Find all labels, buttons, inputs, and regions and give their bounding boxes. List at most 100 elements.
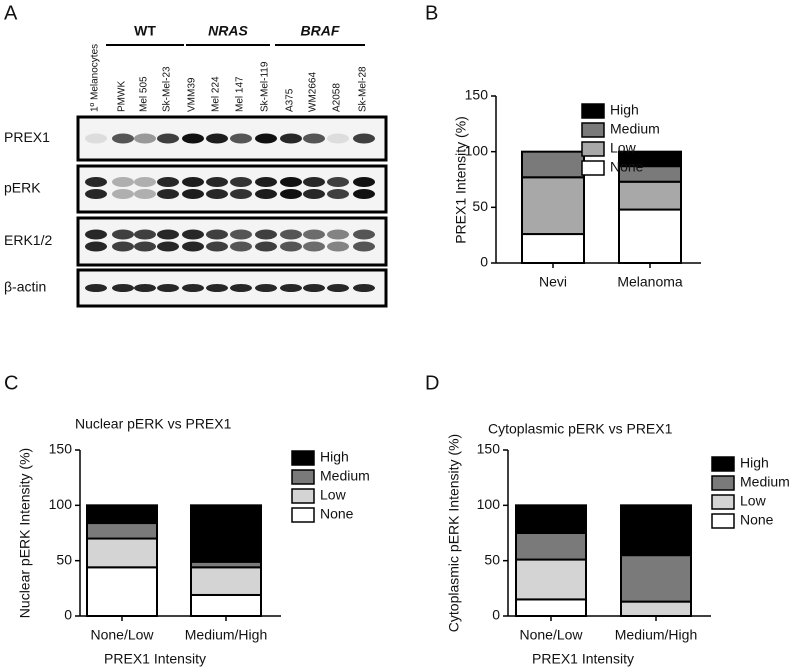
band (134, 133, 156, 144)
band (112, 284, 134, 292)
legend-swatch (581, 160, 605, 176)
legend-swatch (581, 141, 605, 157)
legend-label: Low (320, 487, 347, 503)
band (353, 189, 375, 199)
band (182, 133, 204, 144)
band (280, 229, 302, 240)
row-label: ERK1/2 (4, 232, 52, 248)
x-tick-label: None/Low (519, 627, 583, 643)
legend-swatch (291, 507, 315, 523)
band (206, 229, 228, 240)
group-label: NRAS (208, 23, 248, 39)
y-tick-label: 50 (484, 551, 500, 567)
band (206, 189, 228, 199)
bar-segment (86, 504, 158, 525)
band (112, 189, 134, 199)
band (303, 133, 325, 144)
legend-label: High (740, 455, 769, 471)
bar-segment (618, 150, 682, 168)
panel-label: C (4, 372, 18, 394)
band (327, 177, 349, 187)
bar-segment (86, 522, 158, 540)
bar-segment (620, 600, 692, 618)
band (353, 241, 375, 252)
lane-label: Sk-Mel-28 (358, 66, 369, 112)
legend-label: Medium (610, 121, 660, 137)
legend-label: High (320, 449, 349, 465)
band (280, 284, 302, 292)
lane-label: Mel 505 (139, 76, 150, 112)
bar-segment (86, 566, 158, 617)
band (280, 189, 302, 199)
x-tick-label: Medium/High (185, 627, 267, 643)
band (85, 177, 107, 187)
lane-label: PMWK (117, 81, 128, 112)
band (134, 284, 156, 292)
panel-label: B (425, 2, 438, 24)
legend-swatch (581, 103, 605, 119)
band (303, 284, 325, 292)
y-tick-label: 100 (49, 496, 73, 512)
bar-segment (515, 504, 587, 535)
band (157, 133, 179, 144)
band (255, 133, 277, 144)
y-tick-label: 0 (492, 607, 500, 623)
band (157, 177, 179, 187)
legend-swatch (291, 469, 315, 485)
band (353, 133, 375, 144)
x-tick-label: Nevi (539, 274, 567, 290)
band (303, 189, 325, 199)
band (230, 284, 252, 292)
band (112, 133, 134, 144)
band (230, 177, 252, 187)
x-axis-label: PREX1 Intensity (104, 651, 206, 667)
panel-label: D (425, 372, 439, 394)
band (182, 229, 204, 240)
legend-label: None (740, 512, 774, 528)
band (112, 229, 134, 240)
bar-segment (618, 180, 682, 211)
lane-label: Mel 224 (211, 76, 222, 112)
band (182, 189, 204, 199)
row-label: PREX1 (4, 129, 50, 145)
bar-segment (190, 504, 262, 563)
y-tick-label: 100 (477, 496, 501, 512)
band (255, 177, 277, 187)
row-label: pERK (4, 180, 41, 196)
x-tick-label: Medium/High (615, 627, 697, 643)
blot-box (76, 164, 388, 214)
band (255, 241, 277, 252)
lane-label: WM2664 (308, 72, 319, 112)
legend-swatch (711, 513, 735, 529)
legend-label: None (320, 506, 354, 522)
legend-label: None (610, 159, 644, 175)
band (134, 229, 156, 240)
bar-segment (515, 532, 587, 561)
band (280, 133, 302, 144)
band (206, 284, 228, 292)
y-axis-label: Nuclear pERK Intensity (%) (17, 448, 33, 618)
lane-label: Sk-Mel-119 (260, 61, 271, 112)
y-tick-label: 50 (56, 551, 72, 567)
bar-segment (620, 504, 692, 557)
bar-segment (521, 176, 585, 236)
band (255, 284, 277, 292)
bar-segment (190, 593, 262, 617)
legend-swatch (711, 475, 735, 491)
band (255, 189, 277, 199)
band (182, 241, 204, 252)
band (182, 177, 204, 187)
band (353, 177, 375, 187)
y-tick-label: 0 (64, 607, 72, 623)
band (85, 229, 107, 240)
band (134, 177, 156, 187)
legend-label: Medium (740, 474, 790, 490)
y-axis-label: PREX1 Intensity (%) (453, 116, 469, 244)
band (112, 241, 134, 252)
lane-label: A2058 (332, 83, 343, 112)
band (353, 229, 375, 240)
y-tick-label: 150 (477, 441, 501, 457)
band (353, 284, 375, 292)
blot-box (76, 216, 388, 267)
